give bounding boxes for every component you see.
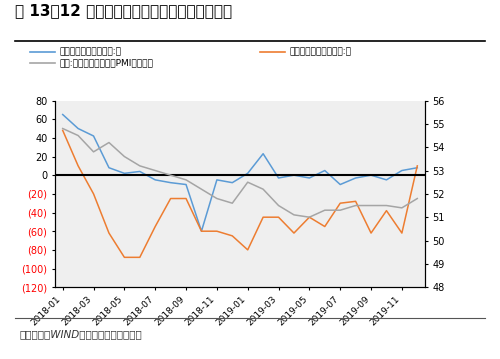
Text: 全球:摩根大通全球综合PMI（右轴）: 全球:摩根大通全球综合PMI（右轴） (60, 58, 154, 67)
Text: 花旗美国经济意外指数:月: 花旗美国经济意外指数:月 (60, 47, 122, 57)
Text: 图 13：12 月全球经济景气和美欧经济意外指数: 图 13：12 月全球经济景气和美欧经济意外指数 (15, 4, 232, 19)
Text: 花旗欧洲经济意外指数:月: 花旗欧洲经济意外指数:月 (290, 47, 352, 57)
Text: 资料来源：WIND，财信国际经济研究院: 资料来源：WIND，财信国际经济研究院 (20, 329, 143, 339)
